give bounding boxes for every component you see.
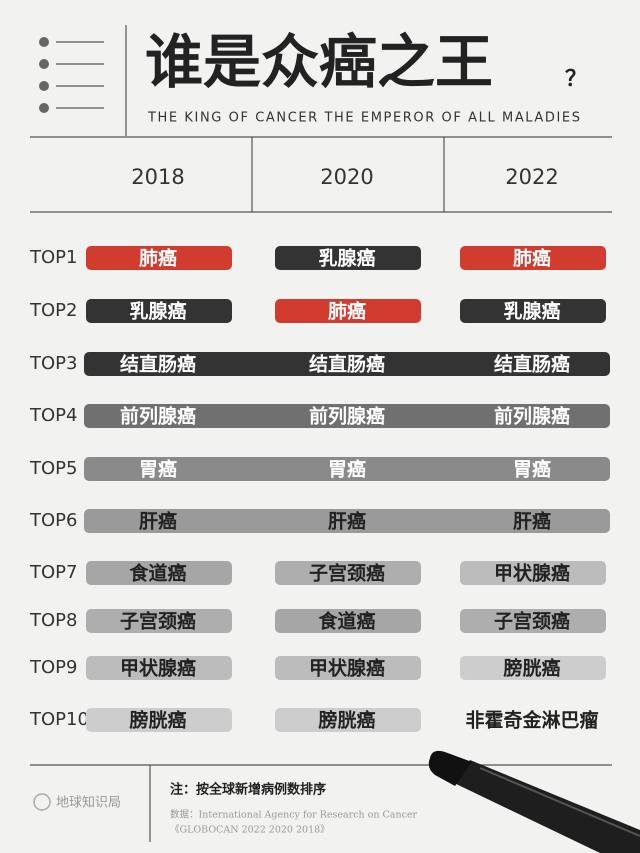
column-header: 2020 — [320, 165, 373, 189]
brush-stroke — [275, 561, 421, 585]
brush-stroke — [84, 509, 610, 533]
cancer-label: 子宫颈癌 — [309, 562, 385, 585]
cancer-label: 膀胱癌 — [317, 709, 375, 732]
cancer-label: 非霍奇金淋巴瘤 — [465, 709, 598, 732]
brush-stroke — [275, 609, 421, 633]
cancer-label: 乳腺癌 — [129, 300, 186, 323]
brush-stroke — [275, 708, 421, 732]
rank-label: TOP1 — [29, 247, 77, 268]
cancer-label: 肝癌 — [139, 510, 177, 533]
logo-icon — [33, 793, 51, 811]
cancer-label: 结直肠癌 — [494, 353, 570, 376]
brush-stroke — [86, 299, 232, 323]
source: 数据：International Agency for Research on … — [170, 809, 418, 821]
cancer-label: 肺癌 — [328, 300, 366, 323]
cancer-label: 甲状腺癌 — [120, 657, 196, 680]
title: 谁是众癌之王 — [145, 28, 493, 96]
cancer-label: 结直肠癌 — [309, 353, 385, 376]
brush-stroke — [460, 561, 606, 585]
column-header: 2022 — [505, 165, 558, 189]
cancer-label: 胃癌 — [328, 458, 366, 481]
brush-stroke — [275, 656, 421, 680]
brush-stroke — [86, 609, 232, 633]
brush-stroke — [460, 299, 606, 323]
source-title: 《GLOBOCAN 2022 2020 2018》 — [170, 825, 330, 836]
cancer-label: 前列腺癌 — [494, 405, 570, 428]
rank-label: TOP8 — [29, 610, 77, 631]
rank-label: TOP2 — [29, 300, 77, 321]
cancer-label: 乳腺癌 — [318, 247, 375, 270]
rank-label: TOP3 — [29, 353, 77, 374]
rank-label: TOP7 — [29, 562, 77, 583]
cancer-label: 肝癌 — [513, 510, 551, 533]
note: 注：按全球新增病例数排序 — [170, 782, 326, 798]
cancer-label: 膀胱癌 — [128, 709, 186, 732]
brush-stroke — [460, 609, 606, 633]
column-header: 2018 — [131, 165, 184, 189]
brush-stroke — [86, 561, 232, 585]
brush-stroke — [275, 246, 421, 270]
cancer-label: 食道癌 — [318, 610, 375, 633]
cancer-label: 子宫颈癌 — [494, 610, 570, 633]
subtitle: THE KING OF CANCER THE EMPEROR OF ALL MA… — [147, 111, 580, 126]
cancer-label: 肝癌 — [328, 510, 366, 533]
marker-pen — [428, 750, 640, 853]
brush-stroke — [84, 404, 610, 428]
cancer-label: 子宫颈癌 — [120, 610, 196, 633]
cancer-label: 前列腺癌 — [120, 405, 196, 428]
brush-stroke — [86, 246, 232, 270]
cancer-label: 肺癌 — [513, 247, 551, 270]
brush-stroke — [275, 299, 421, 323]
rank-label: TOP4 — [29, 405, 77, 426]
title-mark: ？ — [565, 67, 587, 92]
cancer-label: 肺癌 — [139, 247, 177, 270]
cancer-label: 乳腺癌 — [503, 300, 560, 323]
rank-label: TOP10 — [29, 709, 89, 730]
rank-label: TOP9 — [29, 657, 77, 678]
cancer-label: 胃癌 — [513, 458, 551, 481]
cancer-label: 甲状腺癌 — [494, 562, 570, 585]
cancer-label: 结直肠癌 — [120, 353, 196, 376]
rank-label: TOP5 — [29, 458, 77, 479]
cancer-label: 食道癌 — [129, 562, 186, 585]
rank-label: TOP6 — [29, 510, 77, 531]
logo: 地球知识局 — [56, 795, 121, 811]
brush-stroke — [460, 246, 606, 270]
brush-stroke — [86, 708, 232, 732]
cancer-label: 前列腺癌 — [309, 405, 385, 428]
brush-stroke — [86, 656, 232, 680]
brush-stroke — [460, 656, 606, 680]
list-icon — [39, 37, 104, 113]
cancer-label: 胃癌 — [139, 458, 177, 481]
brush-stroke — [84, 457, 610, 481]
brush-stroke — [84, 352, 610, 376]
cancer-label: 膀胱癌 — [502, 657, 560, 680]
cancer-label: 甲状腺癌 — [309, 657, 385, 680]
